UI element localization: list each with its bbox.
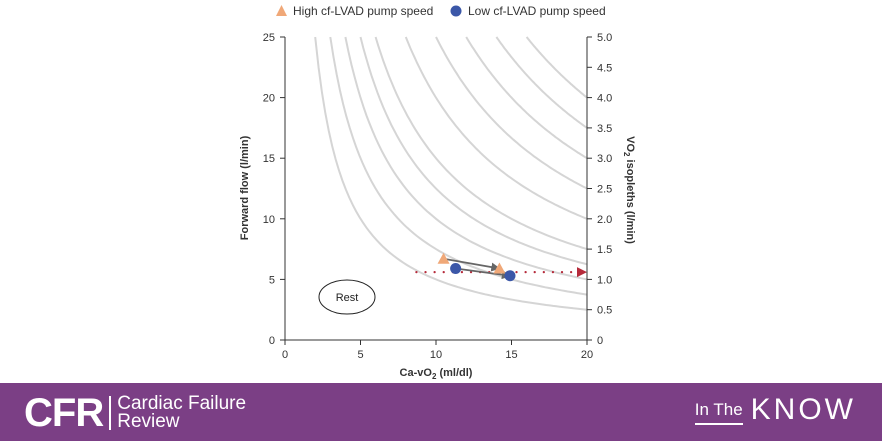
brand-logo: CFR — [24, 391, 104, 435]
isopleth-0 — [314, 36, 588, 311]
chart: High cf-LVAD pump speed Low cf-LVAD pump… — [239, 4, 636, 381]
y-axis-label: Forward flow (l/min) — [239, 135, 251, 240]
y-tick-label-4: 20 — [263, 93, 275, 105]
data-points — [437, 252, 516, 282]
isopleth-9 — [525, 36, 588, 99]
isopleth-6 — [435, 36, 588, 190]
reference-arrow-head — [577, 267, 587, 278]
y2-tick-label-1: 0.5 — [597, 305, 612, 317]
isopleth-curves — [314, 36, 588, 311]
tag-big: KNOW — [750, 393, 856, 426]
y2-tick-label-7: 3.5 — [597, 123, 612, 135]
y2-axis-label: VO2 isopleths (l/min) — [622, 136, 636, 244]
brand-divider — [109, 396, 112, 430]
journal-brand: CFR Cardiac Failure Review — [24, 393, 246, 433]
y-tick-label-1: 5 — [269, 274, 275, 286]
x-tick-label-2: 10 — [430, 349, 442, 361]
legend-label-low: Low cf-LVAD pump speed — [468, 4, 606, 18]
x-tick-label-3: 15 — [505, 349, 517, 361]
legend-marker-low — [450, 5, 462, 17]
legend-label-high: High cf-LVAD pump speed — [293, 4, 433, 18]
point-low-1 — [504, 270, 516, 282]
in-the-know-tag: In The KNOW — [694, 393, 856, 426]
x-tick-label-1: 5 — [357, 349, 363, 361]
legend-marker-high — [276, 5, 287, 16]
y2-tick-label-6: 3.0 — [597, 153, 612, 165]
y-ticks: 0 5 10 15 20 25 — [263, 32, 285, 347]
isopleth-3 — [359, 36, 588, 266]
reference-line-group — [415, 267, 587, 278]
point-low-0 — [450, 262, 462, 274]
isopleth-7 — [465, 36, 588, 160]
x-tick-label-4: 20 — [581, 349, 593, 361]
point-high-1 — [493, 262, 506, 274]
point-high-0 — [437, 252, 450, 264]
trend-arrow-1 — [455, 267, 511, 280]
y2-tick-label-8: 4.0 — [597, 93, 612, 105]
y2-tick-label-10: 5.0 — [597, 32, 612, 44]
tag-small: In The — [694, 400, 743, 425]
brand-name: Cardiac Failure Review — [117, 393, 247, 432]
brand-line-1: Cardiac Failure — [117, 393, 247, 414]
y2-tick-label-4: 2.0 — [597, 214, 612, 226]
legend: High cf-LVAD pump speed Low cf-LVAD pump… — [276, 4, 606, 18]
isopleth-2 — [344, 36, 588, 281]
footer-banner: CFR Cardiac Failure Review In The KNOW — [0, 383, 882, 441]
isopleth-5 — [404, 36, 588, 220]
y-tick-label-0: 0 — [269, 335, 275, 347]
y2-tick-label-0: 0 — [597, 335, 603, 347]
y2-tick-label-3: 1.5 — [597, 244, 612, 256]
rest-ellipse — [318, 279, 376, 315]
y-tick-label-3: 15 — [263, 153, 275, 165]
x-axis-label: Ca-vO2 (ml/dl) — [400, 367, 473, 381]
brand-line-2: Review — [117, 411, 180, 432]
isopleth-8 — [495, 36, 588, 129]
y2-tick-label-9: 4.5 — [597, 62, 612, 74]
y2-tick-label-5: 2.5 — [597, 184, 612, 196]
rest-label: Rest — [336, 292, 359, 304]
y2-ticks: 0 0.5 1.0 1.5 2.0 2.5 3.0 3.5 4.0 4.5 5.0 — [587, 32, 612, 347]
x-tick-label-0: 0 — [282, 349, 288, 361]
isopleth-4 — [374, 36, 588, 251]
y2-tick-label-2: 1.0 — [597, 274, 612, 286]
y-tick-label-2: 10 — [263, 214, 275, 226]
y-tick-label-5: 25 — [263, 32, 275, 44]
trend-arrows — [443, 257, 511, 280]
x-ticks: 0 5 10 15 20 — [282, 340, 593, 361]
trend-arrow-0 — [443, 257, 501, 272]
